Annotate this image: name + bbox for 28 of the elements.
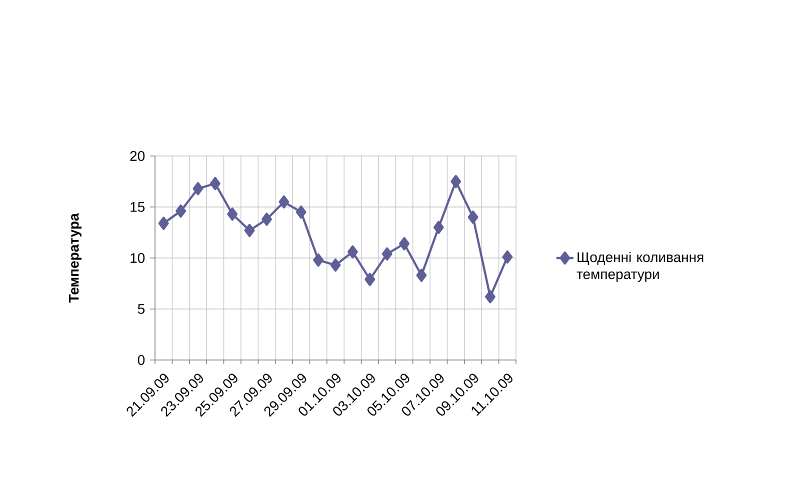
point: [382, 247, 392, 261]
point: [502, 250, 513, 264]
point: [313, 253, 324, 267]
point: [347, 245, 358, 258]
y-tick-label: 20: [130, 151, 145, 161]
point: [244, 224, 255, 238]
point: [176, 204, 186, 218]
point: [278, 195, 290, 208]
y-tick-label: 15: [130, 202, 145, 212]
point: [468, 210, 478, 224]
point: [433, 220, 444, 234]
point: [210, 176, 220, 190]
point: [450, 174, 462, 188]
point: [330, 258, 341, 272]
point: [296, 206, 306, 219]
point: [158, 216, 169, 230]
point: [484, 290, 496, 304]
y-tick-label: 0: [138, 355, 145, 365]
point: [364, 272, 376, 286]
point: [262, 212, 272, 226]
point: [416, 268, 427, 282]
point: [227, 208, 238, 221]
point: [192, 182, 204, 196]
y-tick-label: 10: [130, 253, 145, 263]
y-axis-title: Температура: [69, 213, 82, 303]
legend-label: Щоденні коливання температури: [576, 252, 704, 282]
point: [399, 237, 410, 250]
y-tick-label: 5: [138, 304, 145, 314]
